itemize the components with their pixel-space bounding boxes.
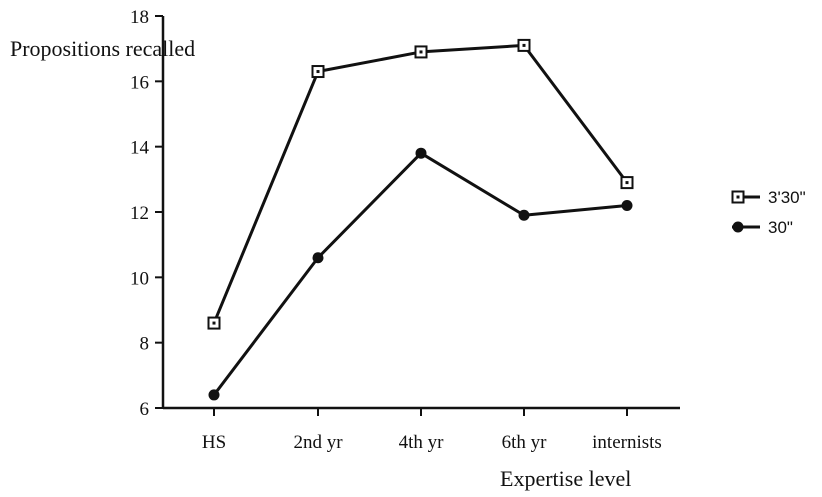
y-axis-title: Propositions recalled bbox=[10, 36, 195, 61]
series-layer bbox=[207, 38, 634, 401]
data-point bbox=[621, 199, 633, 211]
legend-item: 30" bbox=[732, 218, 793, 237]
y-tick-label: 14 bbox=[130, 138, 150, 159]
series-2 bbox=[208, 147, 633, 401]
series-line bbox=[212, 151, 628, 396]
data-point bbox=[208, 389, 220, 401]
y-ticks: 6 8 10 12 14 16 18 bbox=[130, 7, 163, 420]
legend-label: 3'30" bbox=[768, 188, 806, 207]
x-tick-label: 6th yr bbox=[502, 432, 548, 453]
x-axis-title: Expertise level bbox=[500, 466, 631, 491]
y-tick-label: 18 bbox=[130, 7, 149, 28]
legend-label: 30" bbox=[768, 218, 793, 237]
legend: 3'30" 30" bbox=[731, 188, 806, 237]
series-line bbox=[212, 43, 629, 324]
data-point bbox=[312, 252, 324, 264]
data-point bbox=[415, 147, 427, 159]
y-tick-label: 6 bbox=[140, 399, 150, 420]
legend-marker-center bbox=[736, 195, 740, 199]
series-1 bbox=[207, 38, 634, 330]
x-tick-label: HS bbox=[202, 432, 226, 453]
y-tick-label: 16 bbox=[130, 72, 149, 93]
data-point-center bbox=[316, 70, 320, 74]
legend-item: 3'30" bbox=[731, 188, 806, 207]
y-tick-label: 8 bbox=[140, 334, 150, 355]
legend-marker bbox=[732, 221, 744, 233]
x-tick-label: 2nd yr bbox=[293, 432, 343, 453]
x-tick-label: internists bbox=[592, 432, 662, 453]
data-point-center bbox=[625, 181, 629, 185]
data-point bbox=[518, 209, 530, 221]
x-ticks: HS 2nd yr 4th yr 6th yr internists bbox=[202, 408, 662, 453]
data-point-center bbox=[522, 43, 526, 47]
data-point-center bbox=[212, 321, 216, 325]
y-tick-label: 12 bbox=[130, 203, 149, 224]
x-tick-label: 4th yr bbox=[399, 432, 445, 453]
data-point-center bbox=[419, 50, 423, 54]
axes bbox=[161, 16, 680, 410]
y-tick-label: 10 bbox=[130, 268, 149, 289]
